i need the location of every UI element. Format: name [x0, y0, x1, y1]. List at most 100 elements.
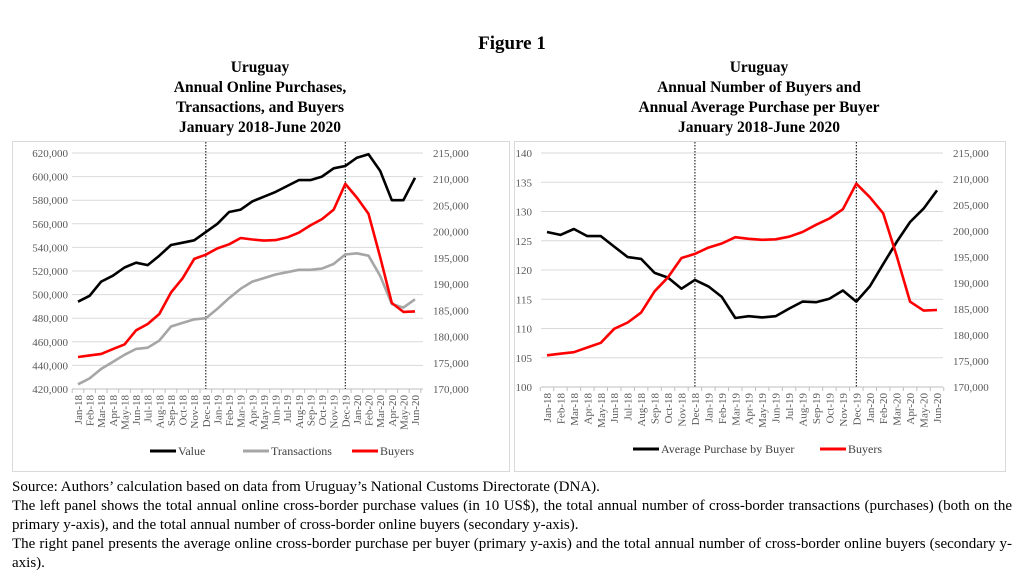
x-tick-label: Feb-20 [364, 395, 376, 427]
left-title-line: January 2018-June 2020 [179, 119, 341, 136]
x-tick-label: Jan-19 [212, 395, 224, 425]
y-secondary-tick-label: 200,000 [433, 227, 469, 239]
y-secondary-tick-label: 175,000 [433, 358, 469, 370]
x-tick-label: Apr-18 [108, 395, 120, 427]
x-tick-label: Apr-20 [387, 395, 399, 427]
y-primary-tick-label: 125 [516, 236, 533, 248]
x-tick-label: Jul-19 [282, 395, 294, 423]
x-tick-label: Sep-19 [305, 395, 317, 427]
y-primary-tick-label: 135 [516, 177, 533, 189]
x-tick-label: Jun-19 [771, 393, 783, 423]
y-primary-tick-label: 100 [516, 382, 533, 394]
x-tick-label: Sep-18 [166, 395, 178, 427]
y-primary-tick-label: 105 [516, 353, 533, 365]
x-tick-label: Dec-18 [690, 393, 702, 426]
y-secondary-tick-label: 185,000 [953, 304, 989, 316]
y-secondary-tick-label: 215,000 [953, 148, 989, 160]
x-tick-label: Oct-19 [317, 395, 329, 426]
series-line-buyers [77, 182, 416, 359]
right-title-line: January 2018-June 2020 [678, 119, 840, 136]
y-secondary-tick-label: 195,000 [953, 252, 989, 264]
y-primary-tick-label: 620,000 [32, 148, 68, 160]
x-tick-label: Sep-19 [811, 393, 823, 425]
left-title-line: Annual Online Purchases, [173, 79, 347, 96]
x-tick-label: Jun-18 [131, 395, 143, 425]
source-note: Source: Authors’ calculation based on da… [12, 478, 1012, 573]
y-secondary-tick-label: 210,000 [433, 174, 469, 186]
left-title-line: Uruguay [230, 59, 290, 76]
x-tick-label: Dec-19 [340, 395, 352, 428]
y-primary-tick-label: 500,000 [32, 290, 68, 302]
x-tick-label: Feb-18 [555, 393, 567, 425]
x-tick-label: Jun-20 [932, 393, 944, 423]
x-tick-label: Mar-20 [892, 393, 904, 426]
y-primary-tick-label: 460,000 [32, 337, 68, 349]
x-tick-label: Dec-18 [201, 395, 213, 428]
x-tick-label: Dec-19 [851, 393, 863, 426]
y-primary-tick-label: 420,000 [32, 384, 68, 396]
y-primary-tick-label: 110 [516, 324, 533, 336]
x-tick-label: Apr-19 [744, 393, 756, 425]
y-primary-tick-label: 480,000 [32, 313, 68, 325]
right-chart: 100 105 110 115 120 125 130 135 140 170,000 175,00… [516, 142, 989, 456]
left-panel-description: The left panel shows the total annual on… [12, 498, 1012, 533]
x-tick-label: May-19 [259, 395, 271, 430]
x-tick-label: Sep-18 [650, 393, 662, 425]
y-secondary-tick-label: 175,000 [953, 356, 989, 368]
y-secondary-tick-label: 190,000 [433, 279, 469, 291]
x-tick-label: Oct-18 [663, 393, 675, 424]
x-tick-label: Feb-20 [878, 393, 890, 425]
x-tick-label: Jan-18 [542, 393, 554, 423]
x-tick-label: Nov-18 [189, 395, 201, 429]
series-line-average-purchase-by-buyer [546, 189, 939, 320]
x-tick-label: May-18 [596, 393, 608, 428]
x-tick-label: Feb-19 [224, 395, 236, 427]
x-tick-label: Nov-19 [838, 393, 850, 427]
legend-label: Value [178, 444, 205, 458]
y-primary-tick-label: 120 [516, 265, 533, 277]
y-secondary-tick-label: 205,000 [953, 200, 989, 212]
right-title-line: Uruguay [729, 59, 789, 76]
x-tick-label: Aug-18 [154, 395, 166, 429]
y-secondary-tick-label: 205,000 [433, 200, 469, 212]
y-secondary-tick-label: 170,000 [433, 384, 469, 396]
series-line-transactions [77, 252, 416, 386]
x-tick-label: Aug-19 [798, 393, 810, 427]
x-tick-label: Apr-20 [905, 393, 917, 425]
legend-label: Average Purchase by Buyer [661, 442, 794, 456]
right-panel-title: Uruguay Annual Number of Buyers and Annu… [514, 58, 1004, 138]
left-panel-title: Uruguay Annual Online Purchases, Transac… [12, 58, 508, 138]
right-title-line: Annual Number of Buyers and [657, 79, 861, 96]
x-tick-label: Feb-19 [717, 393, 729, 425]
x-tick-label: Mar-19 [730, 393, 742, 426]
figure-title: Figure 1 [478, 33, 546, 54]
y-secondary-tick-label: 200,000 [953, 226, 989, 238]
y-primary-tick-label: 600,000 [32, 172, 68, 184]
y-secondary-tick-label: 210,000 [953, 174, 989, 186]
x-tick-label: Mar-18 [569, 393, 581, 426]
y-secondary-tick-label: 215,000 [433, 148, 469, 160]
x-tick-label: Mar-19 [236, 395, 248, 428]
x-tick-label: Mar-18 [96, 395, 108, 428]
right-title-line: Annual Average Purchase per Buyer [638, 99, 880, 116]
left-chart-frame [12, 141, 510, 472]
x-tick-label: Nov-18 [676, 393, 688, 427]
x-tick-label: Jun-19 [271, 395, 283, 425]
x-tick-label: Mar-20 [375, 395, 387, 428]
x-tick-label: Jun-18 [609, 393, 621, 423]
legend-label: Buyers [380, 444, 414, 458]
y-primary-tick-label: 440,000 [32, 360, 68, 372]
x-tick-label: May-19 [757, 393, 769, 428]
x-tick-label: Jul-19 [784, 393, 796, 421]
y-primary-tick-label: 560,000 [32, 219, 68, 231]
y-secondary-tick-label: 170,000 [953, 382, 989, 394]
x-tick-label: Jul-18 [143, 395, 155, 423]
y-primary-tick-label: 130 [516, 207, 533, 219]
x-tick-label: Jan-20 [352, 395, 364, 425]
right-chart-frame [514, 141, 1006, 472]
legend-label: Transactions [271, 444, 332, 458]
right-panel-description: The right panel presents the average onl… [12, 536, 1012, 571]
left-title-line: Transactions, and Buyers [175, 99, 345, 116]
y-primary-tick-label: 115 [516, 294, 533, 306]
